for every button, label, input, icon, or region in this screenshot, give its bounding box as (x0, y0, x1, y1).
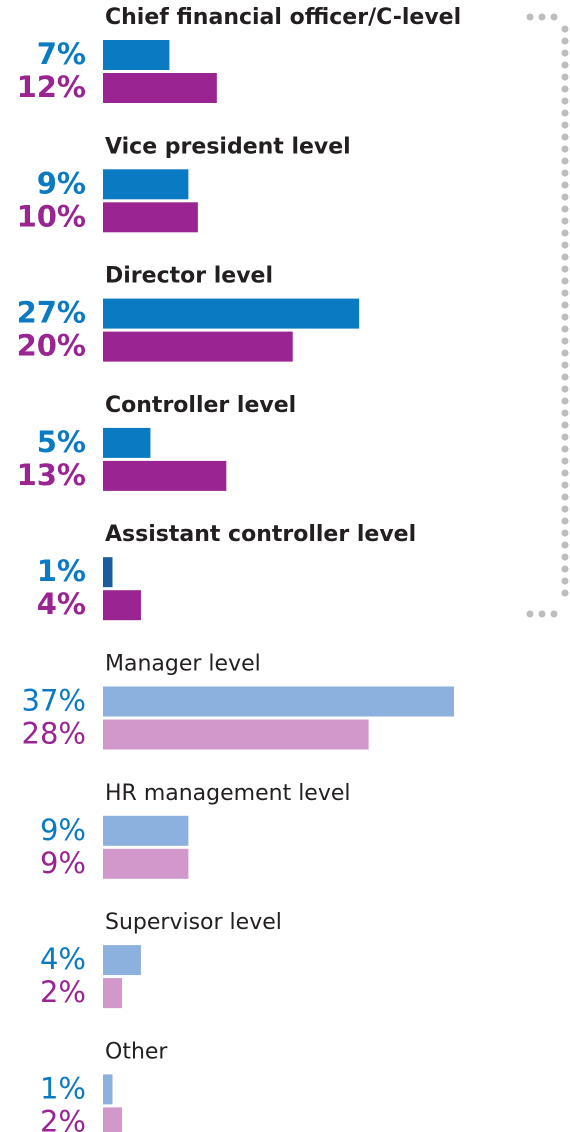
value-label: 9% (40, 813, 86, 847)
category-label: Manager level (105, 652, 261, 677)
bar (103, 945, 141, 976)
value-label: 9% (37, 166, 86, 200)
bar (103, 298, 360, 329)
bar (103, 169, 189, 200)
value-label: 13% (17, 458, 86, 492)
value-label: 2% (40, 1104, 86, 1132)
bar (103, 202, 198, 233)
value-label: 1% (40, 1071, 86, 1105)
value-label: 4% (37, 587, 86, 621)
bar (103, 815, 189, 846)
bar (103, 686, 454, 717)
bar (103, 460, 227, 491)
bar (103, 978, 122, 1009)
value-label: 10% (17, 199, 86, 233)
category-label: Other (105, 1039, 168, 1064)
bar (103, 40, 170, 70)
bar (103, 848, 189, 879)
bar (103, 73, 217, 103)
bar (103, 590, 141, 621)
category-label: Chief financial officer/C-level (105, 5, 461, 30)
bar (103, 719, 369, 750)
bar (103, 427, 151, 458)
value-label: 20% (17, 329, 86, 363)
category-label: Director level (105, 264, 273, 289)
bracket (526, 13, 569, 618)
bar (103, 1107, 122, 1132)
value-label: 27% (17, 296, 86, 330)
value-label: 28% (22, 717, 86, 751)
bar (103, 1074, 113, 1105)
category-label: HR management level (105, 781, 351, 806)
value-label: 37% (22, 684, 86, 718)
value-label: 4% (40, 942, 86, 976)
value-label: 9% (40, 846, 86, 880)
category-label: Assistant controller level (105, 522, 416, 547)
bar (103, 331, 293, 362)
bar (103, 557, 113, 588)
value-label: 2% (40, 975, 86, 1009)
category-label: Controller level (105, 393, 296, 418)
category-label: Vice president level (105, 134, 351, 159)
value-label: 5% (37, 425, 86, 459)
value-label: 1% (37, 554, 86, 588)
category-label: Supervisor level (105, 910, 282, 935)
value-label: 7% (37, 37, 86, 71)
value-label: 12% (17, 70, 86, 104)
